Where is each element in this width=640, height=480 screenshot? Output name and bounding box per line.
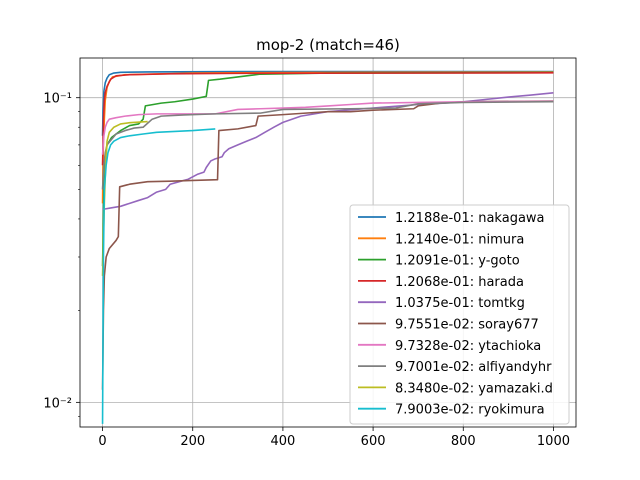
series-line-0 [101, 70, 554, 136]
legend-label-4: 1.0375e-01: tomtkg [395, 296, 525, 311]
legend-label-3: 1.2068e-01: harada [395, 275, 524, 290]
series-line-3 [101, 72, 554, 166]
series-line-5 [101, 100, 554, 390]
axes: 0 200 400 600 800 1000 10⁻² 10⁻¹ [43, 57, 577, 449]
series-line-6 [101, 100, 554, 155]
x-tick-label: 200 [180, 434, 205, 449]
plot-frame [79, 57, 577, 428]
legend-label-5: 9.7551e-02: soray677 [395, 318, 539, 333]
x-tick-label: 800 [451, 434, 476, 449]
legend-label-0: 1.2188e-01: nakagawa [395, 211, 545, 226]
legend-box [349, 204, 570, 425]
legend-label-7: 9.7001e-02: alfiyandyhr [395, 360, 552, 375]
series-line-9 [101, 128, 216, 424]
series-line-7 [101, 100, 554, 190]
legend-label-6: 9.7328e-02: ytachioka [395, 339, 541, 354]
legend-label-9: 7.9003e-02: ryokimura [395, 403, 545, 418]
series-lines [101, 70, 554, 424]
chart-title: mop-2 (match=46) [256, 36, 400, 54]
y-tick-label: 10⁻¹ [43, 92, 72, 107]
legend-label-8: 8.3480e-02: yamazaki.d [395, 381, 553, 396]
legend-label-2: 1.2091e-01: y-goto [395, 254, 520, 269]
x-tick-label: 400 [270, 434, 295, 449]
x-tick-label: 1000 [537, 434, 570, 449]
legend: 1.2188e-01: nakagawa 1.2140e-01: nimura 1.… [349, 204, 570, 425]
x-tick-label: 600 [361, 434, 386, 449]
legend-label-1: 1.2140e-01: nimura [395, 232, 524, 247]
x-tick-label: 0 [98, 434, 106, 449]
y-tick-label: 10⁻² [43, 396, 72, 411]
series-line-4 [102, 92, 554, 211]
